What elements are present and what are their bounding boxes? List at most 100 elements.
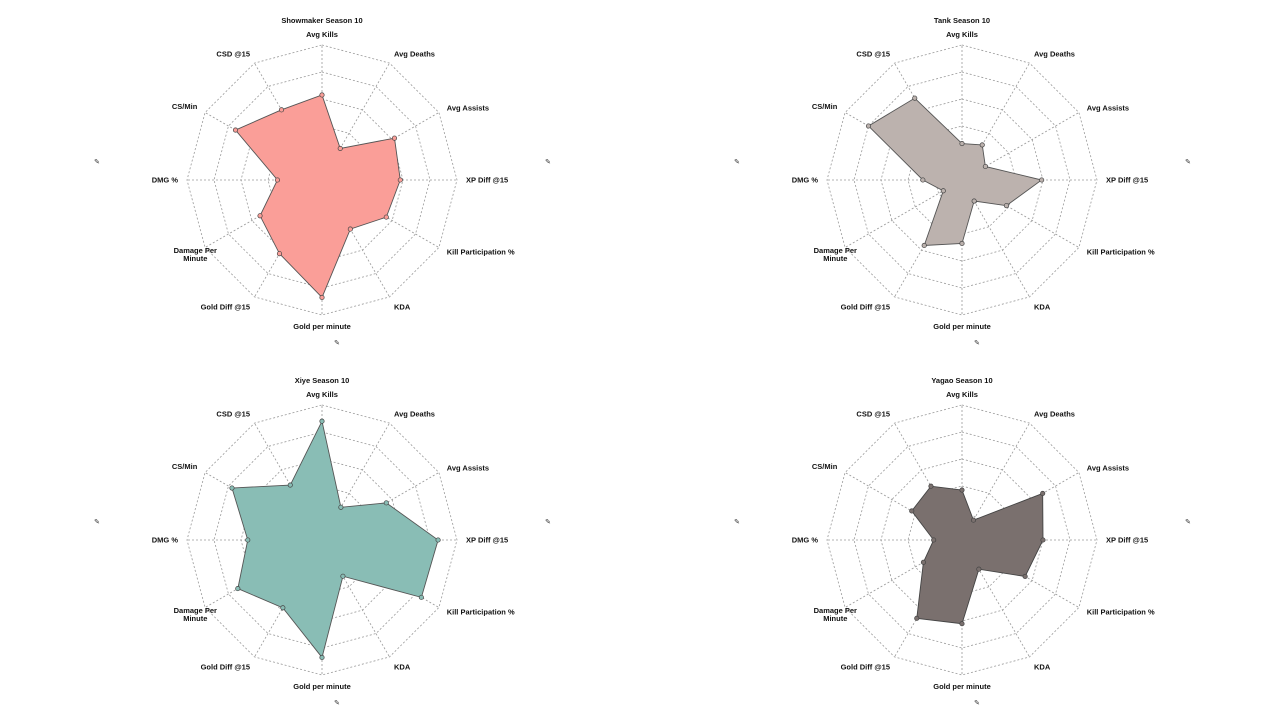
grid-spoke xyxy=(961,422,1030,541)
axis-label: CS/Min xyxy=(172,102,198,111)
axis-label: Avg Assists xyxy=(1087,464,1129,473)
data-point xyxy=(337,145,343,151)
grid-spoke xyxy=(254,62,323,181)
pin-icon: ✎ xyxy=(94,158,100,166)
data-point xyxy=(347,226,353,232)
axis-label: DMG % xyxy=(152,176,179,185)
axis-label: DMG % xyxy=(792,536,819,545)
data-point xyxy=(319,92,325,98)
axis-label: Avg Kills xyxy=(306,390,338,399)
pin-icon: ✎ xyxy=(1185,158,1191,166)
axis-label: XP Diff @15 xyxy=(1106,176,1148,185)
data-area xyxy=(231,419,439,659)
grid-spoke xyxy=(321,472,440,541)
data-point xyxy=(383,500,389,506)
axis-label: Avg Deaths xyxy=(394,49,435,58)
data-point xyxy=(319,418,325,424)
axis-label: CS/Min xyxy=(812,462,838,471)
data-point xyxy=(1040,490,1046,496)
data-point xyxy=(940,188,946,194)
data-point xyxy=(232,127,239,133)
axis-label: Gold Diff @15 xyxy=(841,303,890,312)
pin-icon: ✎ xyxy=(545,158,551,166)
radar-panel: Xiye Season 10 Avg Kills Avg Deaths Avg Ass… xyxy=(0,360,640,720)
axis-label: XP Diff @15 xyxy=(466,536,508,545)
axis-label: CS/Min xyxy=(812,102,838,111)
pin-icon: ✎ xyxy=(94,518,100,526)
data-point xyxy=(338,504,344,510)
grid-spoke xyxy=(961,179,1030,298)
pin-icon: ✎ xyxy=(334,699,340,707)
axis-label: Avg Kills xyxy=(946,390,978,399)
data-point xyxy=(397,177,403,183)
data-point xyxy=(319,294,325,301)
axis-label: Avg Kills xyxy=(946,30,978,39)
grid-spoke xyxy=(961,539,1030,658)
axis-label: Kill Participation % xyxy=(447,248,515,257)
data-area xyxy=(234,94,401,299)
radar-chart: Yagao Season 10 Avg Kills Avg Deaths Avg As… xyxy=(734,376,1191,707)
radar-panel: Tank Season 10 Avg Kills Avg Deaths Avg Ass… xyxy=(640,0,1280,360)
grid-spoke xyxy=(961,62,1030,181)
grid xyxy=(826,404,1098,676)
data-point xyxy=(921,242,927,249)
chart-title: Showmaker Season 10 xyxy=(281,16,362,25)
radar-chart: Xiye Season 10 Avg Kills Avg Deaths Avg Ass… xyxy=(94,376,551,707)
data-point xyxy=(959,141,965,147)
grid-spoke xyxy=(321,422,390,541)
axis-label: CS/Min xyxy=(172,462,198,471)
grid-spoke xyxy=(321,62,390,181)
radar-panel: Showmaker Season 10 Avg Kills Avg Deaths Av… xyxy=(0,0,640,360)
data-point xyxy=(971,198,977,204)
radar-panel: Yagao Season 10 Avg Kills Avg Deaths Avg As… xyxy=(640,360,1280,720)
data-point xyxy=(235,586,241,592)
grid-spoke xyxy=(894,539,963,658)
axis-label: KDA xyxy=(394,663,411,672)
data-point xyxy=(914,615,920,621)
data-point xyxy=(976,566,982,572)
data-point xyxy=(865,123,872,129)
grid-spoke xyxy=(204,179,323,248)
grid-spoke xyxy=(844,539,963,608)
data-point xyxy=(912,95,918,101)
data-point xyxy=(278,107,285,113)
axis-label: Gold per minute xyxy=(293,322,351,331)
data-point xyxy=(418,594,424,600)
data-area xyxy=(867,97,1043,246)
grid-spoke xyxy=(844,179,963,248)
data-point xyxy=(1040,537,1046,543)
data-point xyxy=(970,517,977,523)
axis-label: Kill Participation % xyxy=(1087,608,1155,617)
grid-spoke xyxy=(894,62,963,181)
axis-label: Gold Diff @15 xyxy=(201,303,250,312)
grid-spoke xyxy=(204,112,323,181)
data-point xyxy=(274,177,281,183)
grid-spoke xyxy=(894,422,963,541)
axis-label: XP Diff @15 xyxy=(1106,536,1148,545)
grid-spoke xyxy=(321,179,390,298)
pin-icon: ✎ xyxy=(734,158,740,166)
pin-icon: ✎ xyxy=(974,699,980,707)
grid-spoke xyxy=(321,112,440,181)
grid-spoke xyxy=(961,539,1080,608)
radar-chart: Showmaker Season 10 Avg Kills Avg Deaths Av… xyxy=(94,16,551,347)
data-point xyxy=(959,487,965,493)
data-point xyxy=(391,135,398,141)
grid-spoke xyxy=(254,539,323,658)
data-point xyxy=(280,605,286,611)
data-point xyxy=(257,213,263,219)
grid-spoke xyxy=(844,112,963,181)
axis-label: Damage Per Minute xyxy=(814,606,857,623)
data-point xyxy=(928,483,934,489)
axis-label: Avg Assists xyxy=(1087,104,1129,113)
axis-label: KDA xyxy=(394,303,411,312)
axis-label: DMG % xyxy=(152,536,179,545)
axis-label: Avg Deaths xyxy=(1034,409,1075,418)
grid-spoke xyxy=(254,422,323,541)
axis-label: CSD @15 xyxy=(216,49,250,58)
data-point xyxy=(245,537,251,543)
data-point xyxy=(229,485,235,491)
grid-spoke xyxy=(894,179,963,298)
data-point xyxy=(959,621,965,627)
grid xyxy=(826,44,1098,316)
